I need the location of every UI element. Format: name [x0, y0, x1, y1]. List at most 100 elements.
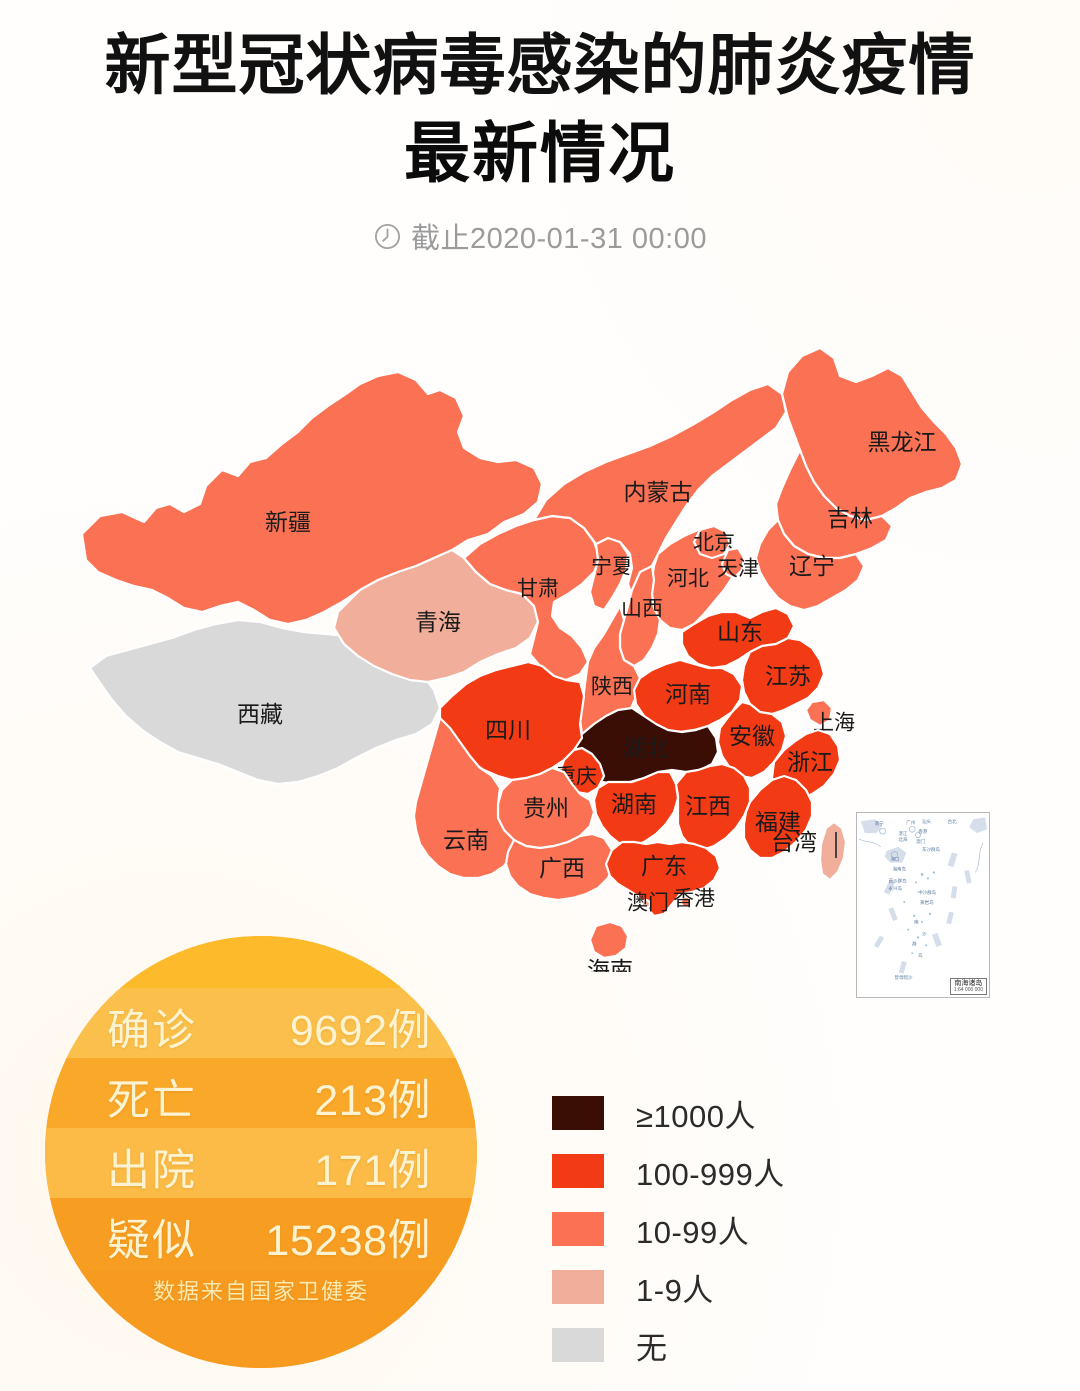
region-jiangsu[interactable] [740, 636, 826, 716]
region-guangdong[interactable] [604, 840, 722, 918]
legend-label-100-999: 100-999人 [636, 1156, 785, 1192]
svg-text:黄岩岛: 黄岩岛 [920, 899, 934, 906]
timestamp-text: 截止2020-01-31 00:00 [411, 223, 707, 256]
region-label-guangdong: 广东 [641, 853, 687, 879]
svg-text:香港: 香港 [918, 828, 928, 835]
region-label-inner-mongolia: 内蒙古 [624, 479, 693, 505]
region-label-yunnan: 云南 [443, 827, 489, 853]
stat-value-recovered: 171例 [314, 1147, 431, 1195]
region-label-ningxia: 宁夏 [591, 556, 633, 579]
legend-row-1-9: 1-9人 [552, 1258, 952, 1316]
region-taiwan[interactable] [818, 820, 848, 882]
region-label-hunan: 湖南 [611, 791, 657, 817]
timestamp-row: 截止2020-01-31 00:00 [0, 215, 1080, 257]
region-label-hubei: 湖北 [623, 735, 669, 761]
stats-rows: 确诊 9692例 死亡 213例 出院 171例 疑似 15238例 [45, 936, 477, 1368]
region-label-gansu: 甘肃 [517, 578, 559, 601]
stats-circle: 确诊 9692例 死亡 213例 出院 171例 疑似 15238例 数据来自国… [45, 936, 477, 1368]
region-label-shanghai: 上海 [813, 712, 855, 735]
svg-text:澳门: 澳门 [916, 838, 926, 845]
svg-text:台北: 台北 [948, 818, 958, 825]
svg-text:中沙群岛: 中沙群岛 [918, 889, 937, 896]
region-label-jiangxi: 江西 [685, 793, 731, 819]
stat-row-deaths: 死亡 213例 [45, 1062, 477, 1132]
region-label-henan: 河南 [665, 681, 711, 707]
region-inner-mongolia[interactable] [532, 382, 788, 598]
stat-value-confirmed: 9692例 [289, 1007, 431, 1055]
legend-row-none: 无 [552, 1316, 952, 1374]
region-label-tianjin: 天津 [717, 558, 759, 581]
stats-band-1 [45, 936, 477, 988]
region-jiangxi[interactable] [674, 762, 752, 852]
stats-band-3 [45, 1058, 477, 1128]
region-macau[interactable] [640, 898, 652, 910]
region-hainan[interactable] [588, 920, 630, 960]
stat-row-recovered: 出院 171例 [45, 1132, 477, 1202]
region-shanghai[interactable] [804, 698, 834, 728]
region-label-hainan: 海南 [587, 957, 633, 972]
stat-label-recovered: 出院 [107, 1147, 197, 1195]
legend-row-10-99: 10-99人 [552, 1200, 952, 1258]
legend-label-1-9: 1-9人 [636, 1272, 714, 1308]
inset-title: 南海诸岛 [954, 980, 983, 988]
legend-label-none: 无 [636, 1330, 668, 1366]
region-liaoning[interactable] [754, 518, 866, 612]
region-label-macau: 澳门 [627, 892, 669, 915]
region-label-shanxi: 山西 [621, 598, 663, 621]
legend-row-100-999: 100-999人 [552, 1142, 952, 1200]
stat-label-suspected: 疑似 [107, 1217, 197, 1265]
region-guangxi[interactable] [504, 832, 616, 902]
region-hongkong[interactable] [679, 895, 693, 909]
page-title-line1: 新型冠状病毒感染的肺炎疫情 [104, 28, 976, 102]
svg-text:西沙群岛: 西沙群岛 [889, 877, 908, 884]
region-label-guizhou: 贵州 [523, 795, 569, 821]
region-label-taiwan: 台湾 [771, 829, 817, 855]
header: 新型冠状病毒感染的肺炎疫情 最新情况 截止2020-01-31 00:00 [0, 0, 1080, 257]
svg-text:曾母暗沙: 曾母暗沙 [894, 974, 913, 981]
svg-text:南: 南 [914, 919, 919, 925]
inset-title-box: 南海诸岛 1:64 000 000 [949, 978, 987, 995]
svg-text:海口: 海口 [890, 856, 899, 863]
stats-band-6 [45, 1270, 477, 1368]
region-label-guangxi: 广西 [539, 855, 585, 881]
south-china-sea-inset: 南宁 广州 汕头 台北 香港 湛江 北海 澳门 东沙群岛 海口 海南岛 西沙群岛 永兴岛 中… [856, 812, 990, 998]
legend-swatch-1-9 [552, 1270, 604, 1304]
inset-scale: 1:64 000 000 [953, 986, 983, 993]
stats-source: 数据来自国家卫健委 [152, 1279, 369, 1304]
region-label-tibet: 西藏 [237, 701, 283, 727]
region-hunan[interactable] [592, 770, 680, 848]
region-label-fujian: 福建 [755, 809, 801, 835]
svg-text:南宁: 南宁 [875, 820, 885, 826]
region-label-xinjiang: 新疆 [265, 509, 311, 535]
region-tianjin[interactable] [720, 546, 746, 580]
region-yunnan[interactable] [412, 716, 516, 880]
legend-label-1000plus: ≥1000人 [636, 1098, 756, 1134]
svg-text:湛江: 湛江 [898, 830, 908, 837]
region-label-hebei: 河北 [667, 568, 709, 591]
stats-band-5 [45, 1198, 477, 1270]
page-title-line2: 最新情况 [404, 116, 676, 191]
svg-text:海南岛: 海南岛 [892, 866, 906, 873]
legend-swatch-1000plus [552, 1096, 604, 1130]
region-label-shandong: 山东 [717, 619, 763, 645]
region-qinghai[interactable] [332, 548, 540, 684]
stats-band-4 [45, 1128, 477, 1198]
china-choropleth-map: 新疆 西藏 青海 甘肃 宁夏 内蒙古 黑龙江 吉林 辽宁 [60, 272, 1020, 972]
stat-label-deaths: 死亡 [107, 1077, 197, 1125]
svg-text:汕头: 汕头 [922, 818, 932, 825]
region-shanxi[interactable] [618, 564, 662, 668]
stat-value-suspected: 15238例 [265, 1217, 431, 1265]
stats-band-2 [45, 988, 477, 1058]
legend-swatch-none [552, 1328, 604, 1362]
region-label-zhejiang: 浙江 [787, 749, 833, 775]
region-beijing[interactable] [692, 524, 732, 560]
svg-text:沙: 沙 [922, 932, 927, 937]
svg-text:群: 群 [912, 940, 917, 947]
stat-row-confirmed: 确诊 9692例 [45, 992, 477, 1062]
region-label-qinghai: 青海 [415, 609, 461, 635]
region-jilin[interactable] [774, 448, 894, 560]
region-label-heilongjiang: 黑龙江 [868, 429, 937, 455]
region-label-liaoning: 辽宁 [789, 553, 835, 579]
region-fujian[interactable] [742, 774, 814, 860]
